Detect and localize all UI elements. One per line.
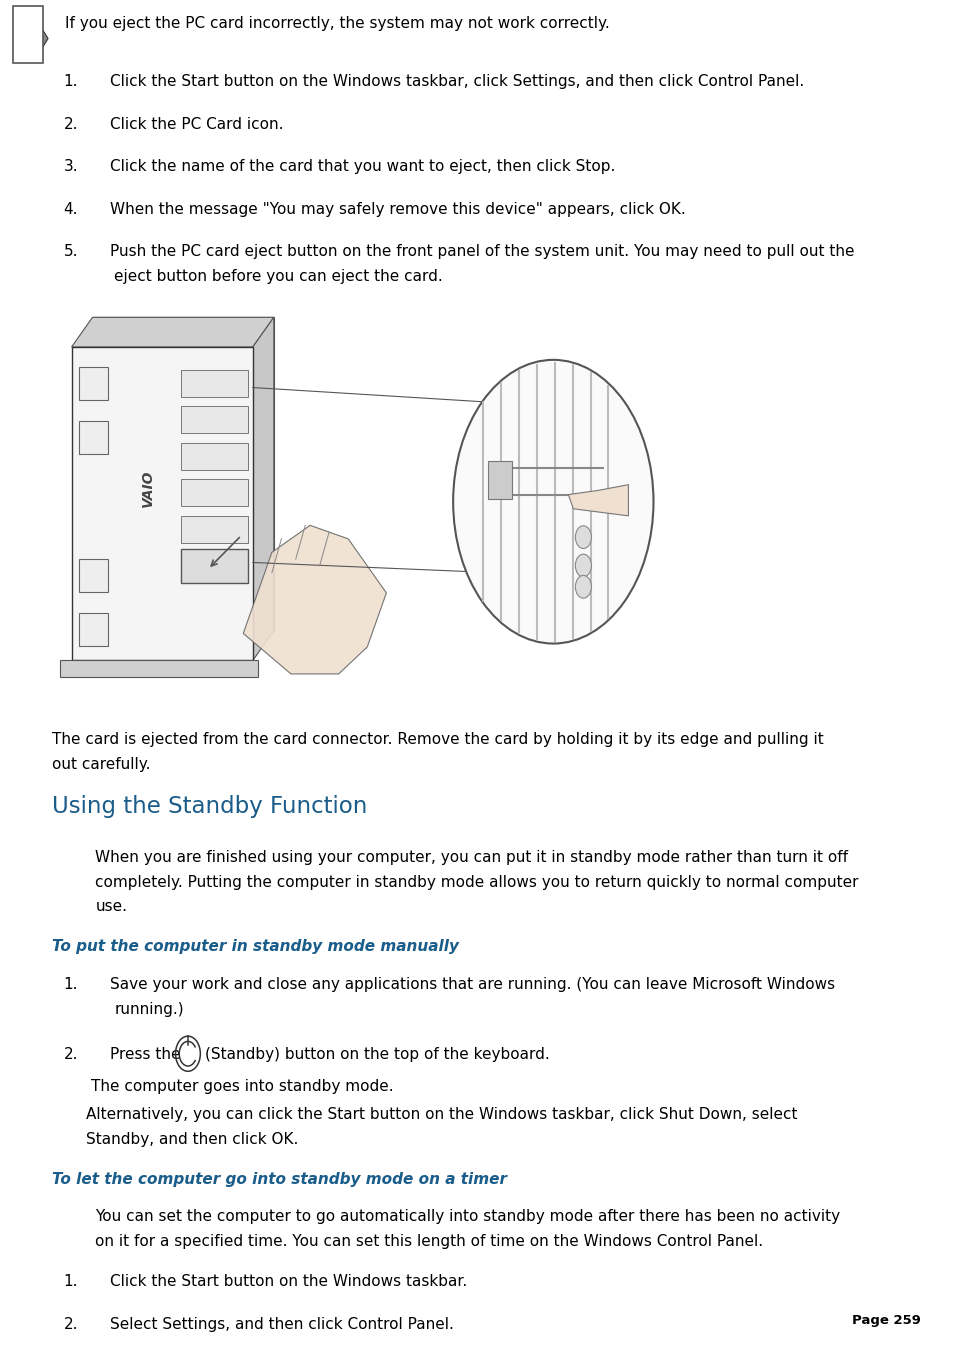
Text: The card is ejected from the card connector. Remove the card by holding it by it: The card is ejected from the card connec… bbox=[52, 732, 823, 747]
Polygon shape bbox=[253, 317, 274, 661]
Text: Save your work and close any applications that are running. (You can leave Micro: Save your work and close any application… bbox=[110, 977, 834, 992]
Text: 4.: 4. bbox=[64, 201, 78, 216]
Text: If you eject the PC card incorrectly, the system may not work correctly.: If you eject the PC card incorrectly, th… bbox=[65, 16, 609, 31]
Bar bbox=[181, 480, 248, 507]
Text: To put the computer in standby mode manually: To put the computer in standby mode manu… bbox=[52, 939, 459, 955]
Text: 1.: 1. bbox=[64, 977, 78, 992]
Text: eject button before you can eject the card.: eject button before you can eject the ca… bbox=[114, 269, 443, 284]
Text: Push the PC card eject button on the front panel of the system unit. You may nee: Push the PC card eject button on the fro… bbox=[110, 245, 853, 259]
Text: 2.: 2. bbox=[64, 1047, 78, 1062]
Polygon shape bbox=[568, 485, 628, 516]
Bar bbox=[79, 613, 108, 646]
Text: 5.: 5. bbox=[64, 245, 78, 259]
Text: use.: use. bbox=[95, 900, 128, 915]
Text: The computer goes into standby mode.: The computer goes into standby mode. bbox=[91, 1079, 393, 1094]
Text: Standby, and then click OK.: Standby, and then click OK. bbox=[86, 1132, 298, 1147]
Text: 2.: 2. bbox=[64, 1317, 78, 1332]
Bar bbox=[181, 516, 248, 543]
Text: Click the PC Card icon.: Click the PC Card icon. bbox=[110, 116, 283, 131]
Text: Press the: Press the bbox=[110, 1047, 180, 1062]
Circle shape bbox=[575, 576, 591, 598]
Text: completely. Putting the computer in standby mode allows you to return quickly to: completely. Putting the computer in stan… bbox=[95, 874, 858, 889]
Bar bbox=[79, 367, 108, 400]
Text: Click the name of the card that you want to eject, then click Stop.: Click the name of the card that you want… bbox=[110, 159, 615, 174]
Text: Page 259: Page 259 bbox=[851, 1313, 920, 1327]
Text: out carefully.: out carefully. bbox=[52, 757, 151, 771]
Bar bbox=[181, 407, 248, 434]
Text: Select Settings, and then click Control Panel.: Select Settings, and then click Control … bbox=[110, 1317, 453, 1332]
Text: Alternatively, you can click the Start button on the Windows taskbar, click Shut: Alternatively, you can click the Start b… bbox=[86, 1106, 797, 1121]
Text: Using the Standby Function: Using the Standby Function bbox=[52, 794, 368, 817]
Bar bbox=[181, 443, 248, 470]
Text: 3.: 3. bbox=[64, 159, 78, 174]
Text: Click the Start button on the Windows taskbar, click Settings, and then click Co: Click the Start button on the Windows ta… bbox=[110, 74, 803, 89]
Circle shape bbox=[575, 526, 591, 549]
Text: When the message "You may safely remove this device" appears, click OK.: When the message "You may safely remove … bbox=[110, 201, 685, 216]
Bar bbox=[181, 370, 248, 397]
Polygon shape bbox=[71, 347, 253, 661]
Text: (Standby) button on the top of the keyboard.: (Standby) button on the top of the keybo… bbox=[205, 1047, 549, 1062]
Polygon shape bbox=[39, 23, 48, 54]
Polygon shape bbox=[60, 661, 257, 677]
Bar bbox=[79, 559, 108, 592]
Text: VAIO: VAIO bbox=[141, 470, 154, 507]
Polygon shape bbox=[243, 526, 386, 674]
Bar bbox=[181, 549, 248, 582]
Text: Click the Start button on the Windows taskbar.: Click the Start button on the Windows ta… bbox=[110, 1274, 466, 1289]
Bar bbox=[79, 422, 108, 454]
Text: You can set the computer to go automatically into standby mode after there has b: You can set the computer to go automatic… bbox=[95, 1209, 840, 1224]
Circle shape bbox=[575, 554, 591, 577]
Text: running.): running.) bbox=[114, 1002, 184, 1017]
Polygon shape bbox=[71, 317, 274, 347]
Text: 1.: 1. bbox=[64, 74, 78, 89]
Circle shape bbox=[453, 359, 653, 643]
Text: 1.: 1. bbox=[64, 1274, 78, 1289]
Polygon shape bbox=[92, 317, 274, 631]
Bar bbox=[488, 461, 512, 499]
Text: 2.: 2. bbox=[64, 116, 78, 131]
Text: When you are finished using your computer, you can put it in standby mode rather: When you are finished using your compute… bbox=[95, 850, 847, 865]
Text: on it for a specified time. You can set this length of time on the Windows Contr: on it for a specified time. You can set … bbox=[95, 1235, 762, 1250]
FancyBboxPatch shape bbox=[13, 7, 43, 63]
Text: To let the computer go into standby mode on a timer: To let the computer go into standby mode… bbox=[52, 1171, 507, 1188]
